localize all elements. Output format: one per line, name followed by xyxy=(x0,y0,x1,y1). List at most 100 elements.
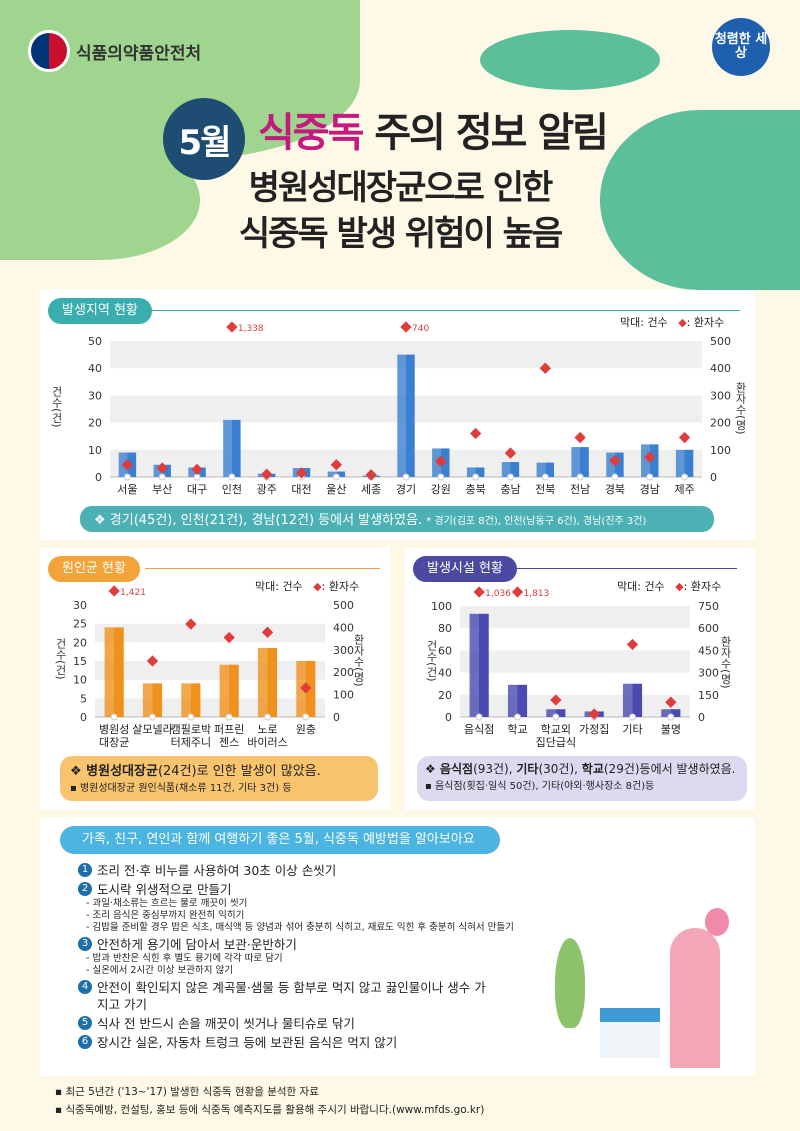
y2-tick-label: 750 xyxy=(698,600,719,613)
bar-base-dot xyxy=(629,713,636,721)
tip-text: 안전하게 용기에 담아서 보관·운반하기 xyxy=(97,937,297,952)
bar-base-dot xyxy=(541,473,549,481)
diamond-icon: ◆ xyxy=(678,316,687,329)
bar xyxy=(661,709,681,717)
x-tick-line: 충남 xyxy=(500,483,520,496)
x-tick-label: 가정집 xyxy=(579,723,609,736)
x-tick-line: 불명 xyxy=(661,723,681,736)
grid-band xyxy=(460,694,690,717)
y2-tick-label: 300 xyxy=(710,389,731,402)
x-tick-label: 제주 xyxy=(674,483,694,496)
summary-text: (30건), xyxy=(538,762,582,776)
hill-illustration xyxy=(480,30,660,90)
tip-item: 4 안전이 확인되지 않은 계곡물·샘물 등 함부로 먹지 않고 끓인물이나 생수… xyxy=(78,979,514,1013)
y2-tick-label: 400 xyxy=(710,362,731,375)
patient-marker xyxy=(400,321,412,333)
grid-band xyxy=(460,606,690,629)
y2-axis-label: 환자수(명) xyxy=(719,636,732,689)
x-tick-label: 전북 xyxy=(535,483,555,496)
x-tick-line: 가정집 xyxy=(579,723,609,736)
tip-item: 5 식사 전 반드시 손을 깨끗이 씻거나 물티슈로 닦기 xyxy=(78,1015,514,1032)
summary-bold: ❖ 음식점 xyxy=(425,762,474,776)
bar xyxy=(257,647,278,717)
bar-base-dot xyxy=(110,713,118,721)
bar xyxy=(622,683,643,717)
y2-tick-label: 500 xyxy=(333,599,354,612)
tip-item: 6 장시간 실온, 자동차 트렁크 등에 보관된 음식은 먹지 않기 xyxy=(78,1034,514,1051)
x-tick-line: 원충 xyxy=(296,723,316,736)
y-tick-label: 40 xyxy=(438,667,452,680)
family-illustration xyxy=(550,908,740,1068)
legend-point: : 환자수 xyxy=(321,580,360,593)
y2-tick-label: 0 xyxy=(333,711,340,724)
bar-base-dot xyxy=(402,473,410,481)
patient-marker xyxy=(609,455,621,467)
patient-marker xyxy=(504,447,517,459)
tip-number: 4 xyxy=(78,980,92,994)
bar-base-dot xyxy=(158,473,166,481)
tip-detail: - 밥과 반찬은 식힌 후 별도 용기에 각각 따로 담기 xyxy=(86,953,283,964)
patient-marker xyxy=(435,455,447,467)
y-tick-label: 10 xyxy=(88,444,102,457)
patient-marker xyxy=(574,431,586,444)
y2-tick-label: 300 xyxy=(333,644,354,657)
y-tick-label: 30 xyxy=(88,389,102,402)
legend-bar: 막대: 건수 xyxy=(620,316,668,329)
facility-panel: 발생시설 현황 막대: 건수 ◆: 환자수 건수(건) 환자수(명) 0 20 40… xyxy=(405,548,755,810)
bar-base-dot xyxy=(475,713,483,721)
tip-number: 2 xyxy=(78,882,92,896)
y-tick-label: 0 xyxy=(445,711,452,724)
subtitle-line: 병원성대장균으로 인한 xyxy=(248,168,554,208)
legend-point: : 환자수 xyxy=(686,316,725,329)
region-summary: ❖ 경기(45건), 인천(21건), 경남(12건) 등에서 발생하였음. *… xyxy=(80,506,714,532)
diamond-icon: ◆ xyxy=(313,580,322,593)
x-tick-line: 대장균 xyxy=(99,736,129,749)
summary-bold: 학교 xyxy=(581,762,604,776)
y-tick-label: 15 xyxy=(73,655,87,668)
bar-base-dot xyxy=(225,713,233,721)
tip-text: 조리 전·후 비누를 사용하여 30초 이상 손씻기 xyxy=(97,863,337,878)
bar-base-dot xyxy=(611,473,619,481)
patient-marker xyxy=(469,427,482,440)
patient-marker xyxy=(295,467,308,479)
tip-item: 2 도시락 위생적으로 만들기 xyxy=(78,881,514,898)
x-tick-line: 충북 xyxy=(466,483,486,496)
grid-band xyxy=(95,623,325,643)
x-tick-label: 학교외 집단급식 xyxy=(536,723,576,749)
grid-band xyxy=(95,698,325,717)
x-tick-line: 제주 xyxy=(674,483,694,496)
bar-base-dot xyxy=(472,473,480,481)
x-tick-label: 노로 바이러스 xyxy=(247,723,287,749)
tip-item: 3 안전하게 용기에 담아서 보관·운반하기 xyxy=(78,936,514,953)
patient-marker xyxy=(156,462,168,474)
x-tick-line: 기타 xyxy=(622,723,642,736)
facility-title: 발생시설 현황 xyxy=(413,556,517,582)
bar xyxy=(181,683,201,717)
x-tick-label: 충남 xyxy=(500,483,520,496)
y-tick-label: 20 xyxy=(438,689,452,702)
x-tick-line: 울산 xyxy=(326,483,346,496)
bar-base-dot xyxy=(123,473,131,481)
data-label: 740 xyxy=(412,324,429,334)
x-tick-line: 살모넬라 xyxy=(132,723,172,736)
bar-base-dot xyxy=(228,473,236,481)
x-tick-line: 인천 xyxy=(222,482,242,496)
hill-illustration xyxy=(0,140,200,260)
bar xyxy=(466,467,485,477)
x-tick-line: 캠필로박 xyxy=(171,723,211,736)
y-tick-label: 60 xyxy=(438,644,452,657)
bar-base-dot xyxy=(552,713,560,721)
bar-base-dot xyxy=(302,713,310,721)
x-tick-label: 원충 xyxy=(296,723,316,736)
pathogen-panel: 원인균 현황 막대: 건수 ◆: 환자수 건수(건) 환자수(명) 0 5 10 15… xyxy=(40,548,390,810)
title-highlight: 식중독 xyxy=(258,110,364,156)
bar xyxy=(501,462,520,477)
y-tick-label: 40 xyxy=(88,362,102,375)
x-tick-label: 광주 xyxy=(257,483,277,496)
y-tick-label: 0 xyxy=(80,711,87,724)
y2-tick-label: 300 xyxy=(698,667,719,680)
tip-number: 6 xyxy=(78,1035,92,1049)
y-tick-label: 10 xyxy=(73,674,87,687)
